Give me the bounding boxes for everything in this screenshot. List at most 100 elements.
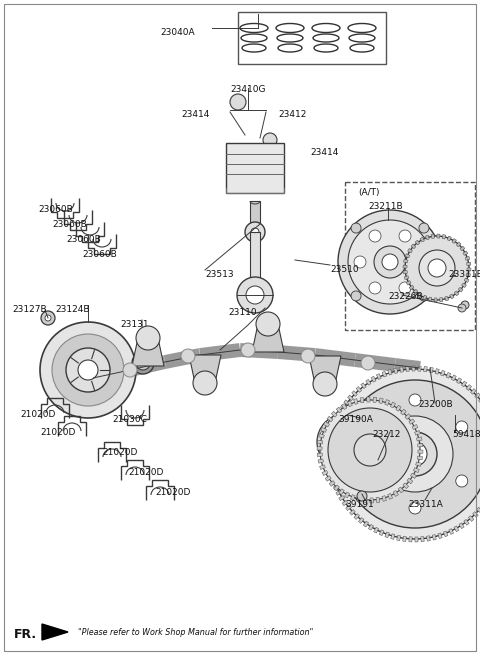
Polygon shape <box>467 262 471 265</box>
Circle shape <box>328 408 412 492</box>
Text: 23060B: 23060B <box>38 205 73 214</box>
Polygon shape <box>464 519 469 525</box>
Circle shape <box>181 349 195 363</box>
Text: 23211B: 23211B <box>368 202 403 211</box>
Circle shape <box>393 432 437 476</box>
Polygon shape <box>379 530 384 536</box>
Polygon shape <box>428 297 432 301</box>
Text: 23212: 23212 <box>372 430 400 439</box>
Circle shape <box>327 424 363 460</box>
Polygon shape <box>376 497 380 502</box>
Circle shape <box>341 380 480 528</box>
Polygon shape <box>382 496 386 501</box>
Bar <box>238 12 386 64</box>
Polygon shape <box>409 537 412 542</box>
Polygon shape <box>368 525 373 530</box>
Text: FR.: FR. <box>14 628 37 641</box>
Circle shape <box>365 439 371 445</box>
Polygon shape <box>406 281 411 285</box>
Circle shape <box>78 360 98 380</box>
Text: 23200B: 23200B <box>418 400 453 409</box>
Polygon shape <box>370 498 373 503</box>
Polygon shape <box>458 288 463 292</box>
Polygon shape <box>417 437 422 441</box>
Circle shape <box>237 277 273 313</box>
Circle shape <box>45 315 51 321</box>
Polygon shape <box>356 386 361 392</box>
Circle shape <box>428 259 446 277</box>
Polygon shape <box>334 485 339 491</box>
Polygon shape <box>415 537 418 542</box>
Polygon shape <box>466 273 470 277</box>
Polygon shape <box>367 397 370 402</box>
Polygon shape <box>385 532 389 538</box>
Polygon shape <box>330 474 335 478</box>
Polygon shape <box>424 367 427 372</box>
Bar <box>345 182 475 330</box>
Text: 39190A: 39190A <box>338 415 373 424</box>
Polygon shape <box>463 251 468 255</box>
Polygon shape <box>456 378 462 384</box>
Polygon shape <box>327 457 332 460</box>
Circle shape <box>362 475 374 487</box>
Text: 21020D: 21020D <box>128 468 163 477</box>
Circle shape <box>330 369 480 539</box>
Text: 23414: 23414 <box>310 148 338 157</box>
Polygon shape <box>320 465 325 470</box>
Circle shape <box>320 431 326 437</box>
Polygon shape <box>415 240 420 245</box>
Polygon shape <box>466 384 471 390</box>
Polygon shape <box>442 234 446 239</box>
Circle shape <box>245 222 265 242</box>
Circle shape <box>256 312 280 336</box>
Polygon shape <box>373 397 377 402</box>
Polygon shape <box>348 395 353 401</box>
Text: 23040A: 23040A <box>160 28 195 37</box>
Text: 23060B: 23060B <box>66 235 101 244</box>
Polygon shape <box>382 371 386 377</box>
Polygon shape <box>417 456 422 460</box>
Polygon shape <box>420 237 424 242</box>
Circle shape <box>419 291 429 301</box>
Polygon shape <box>403 483 408 489</box>
Text: (A/T): (A/T) <box>358 188 380 197</box>
Polygon shape <box>336 407 342 413</box>
Polygon shape <box>450 294 454 299</box>
Polygon shape <box>388 369 392 375</box>
Polygon shape <box>363 498 367 503</box>
Text: 23311A: 23311A <box>408 500 443 509</box>
Circle shape <box>136 356 150 370</box>
Polygon shape <box>447 236 451 241</box>
Circle shape <box>409 394 421 406</box>
Polygon shape <box>346 505 351 510</box>
Polygon shape <box>317 447 322 450</box>
Polygon shape <box>390 402 396 408</box>
Text: 23124B: 23124B <box>55 305 89 314</box>
Bar <box>226 143 284 193</box>
Polygon shape <box>412 424 418 430</box>
Text: 21020D: 21020D <box>155 488 191 497</box>
Text: 23513: 23513 <box>205 270 234 279</box>
Polygon shape <box>418 450 423 453</box>
Polygon shape <box>360 398 364 403</box>
Polygon shape <box>317 453 323 457</box>
Text: 59418: 59418 <box>452 430 480 439</box>
Circle shape <box>377 416 453 492</box>
Bar <box>250 201 260 229</box>
Text: 21030C: 21030C <box>112 415 147 424</box>
Polygon shape <box>404 276 409 280</box>
Polygon shape <box>421 536 424 542</box>
Polygon shape <box>354 399 358 404</box>
Polygon shape <box>405 253 410 257</box>
Polygon shape <box>339 495 345 500</box>
Circle shape <box>246 286 264 304</box>
Circle shape <box>399 282 411 294</box>
Polygon shape <box>409 419 415 424</box>
Text: 23412: 23412 <box>278 110 306 119</box>
Polygon shape <box>461 381 467 387</box>
Polygon shape <box>354 514 360 519</box>
Circle shape <box>320 400 420 500</box>
Circle shape <box>409 502 421 514</box>
Polygon shape <box>400 367 404 372</box>
Circle shape <box>66 348 110 392</box>
